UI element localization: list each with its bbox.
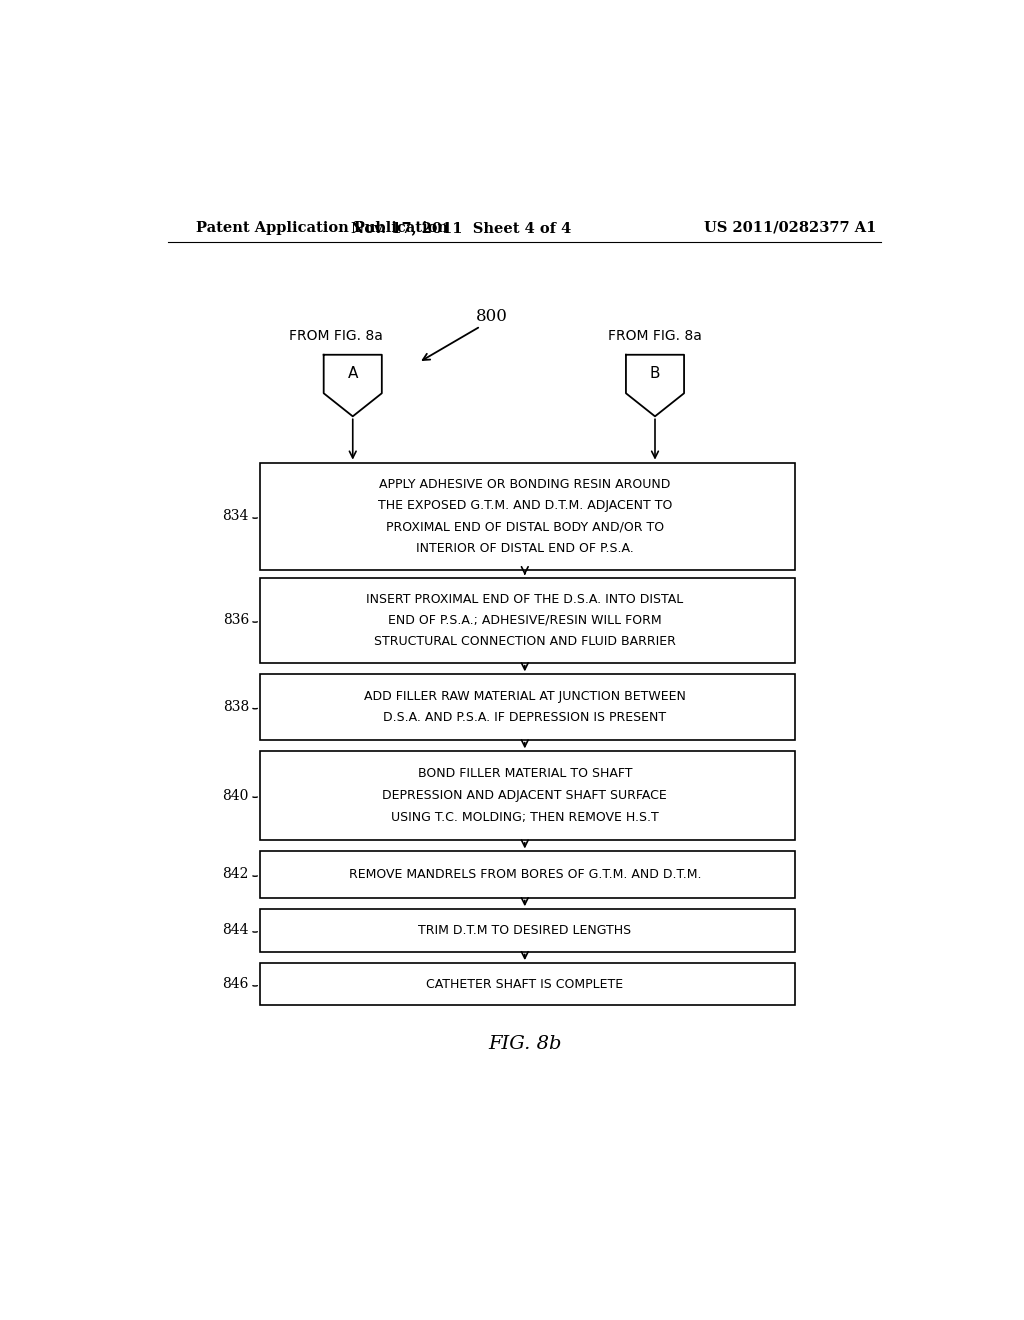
Bar	[260, 964, 795, 1006]
Text: APPLY ADHESIVE OR BONDING RESIN AROUND: APPLY ADHESIVE OR BONDING RESIN AROUND	[379, 478, 671, 491]
Bar	[260, 751, 795, 840]
Text: PROXIMAL END OF DISTAL BODY AND/OR TO: PROXIMAL END OF DISTAL BODY AND/OR TO	[386, 520, 664, 533]
Text: ADD FILLER RAW MATERIAL AT JUNCTION BETWEEN: ADD FILLER RAW MATERIAL AT JUNCTION BETW…	[364, 689, 686, 702]
Bar	[260, 462, 795, 570]
Text: USING T.C. MOLDING; THEN REMOVE H.S.T: USING T.C. MOLDING; THEN REMOVE H.S.T	[391, 812, 658, 824]
Text: Patent Application Publication: Patent Application Publication	[197, 220, 449, 235]
Text: 840: 840	[222, 788, 249, 803]
Bar	[260, 909, 795, 952]
Text: US 2011/0282377 A1: US 2011/0282377 A1	[705, 220, 877, 235]
Text: A: A	[347, 367, 358, 381]
Text: 844: 844	[222, 923, 249, 937]
Text: 800: 800	[476, 308, 508, 325]
Polygon shape	[324, 355, 382, 416]
Text: STRUCTURAL CONNECTION AND FLUID BARRIER: STRUCTURAL CONNECTION AND FLUID BARRIER	[374, 635, 676, 648]
Text: FROM FIG. 8a: FROM FIG. 8a	[608, 329, 701, 342]
Text: FROM FIG. 8a: FROM FIG. 8a	[289, 329, 383, 342]
Bar	[260, 851, 795, 898]
Text: 846: 846	[222, 977, 249, 991]
Text: 836: 836	[222, 614, 249, 627]
Text: B: B	[650, 367, 660, 381]
Text: END OF P.S.A.; ADHESIVE/RESIN WILL FORM: END OF P.S.A.; ADHESIVE/RESIN WILL FORM	[388, 614, 662, 627]
Text: REMOVE MANDRELS FROM BORES OF G.T.M. AND D.T.M.: REMOVE MANDRELS FROM BORES OF G.T.M. AND…	[348, 869, 701, 880]
Text: D.S.A. AND P.S.A. IF DEPRESSION IS PRESENT: D.S.A. AND P.S.A. IF DEPRESSION IS PRESE…	[383, 711, 667, 725]
Bar	[260, 675, 795, 739]
Polygon shape	[626, 355, 684, 416]
Text: 838: 838	[222, 700, 249, 714]
Text: DEPRESSION AND ADJACENT SHAFT SURFACE: DEPRESSION AND ADJACENT SHAFT SURFACE	[382, 789, 668, 803]
Text: TRIM D.T.M TO DESIRED LENGTHS: TRIM D.T.M TO DESIRED LENGTHS	[418, 924, 632, 937]
Text: INSERT PROXIMAL END OF THE D.S.A. INTO DISTAL: INSERT PROXIMAL END OF THE D.S.A. INTO D…	[367, 593, 683, 606]
Text: INTERIOR OF DISTAL END OF P.S.A.: INTERIOR OF DISTAL END OF P.S.A.	[416, 543, 634, 556]
Text: BOND FILLER MATERIAL TO SHAFT: BOND FILLER MATERIAL TO SHAFT	[418, 767, 632, 780]
Bar	[260, 578, 795, 663]
Text: Nov. 17, 2011  Sheet 4 of 4: Nov. 17, 2011 Sheet 4 of 4	[351, 220, 571, 235]
Text: FIG. 8b: FIG. 8b	[488, 1035, 561, 1053]
Text: 834: 834	[222, 510, 249, 524]
Text: CATHETER SHAFT IS COMPLETE: CATHETER SHAFT IS COMPLETE	[426, 978, 624, 991]
Text: 842: 842	[222, 867, 249, 882]
Text: THE EXPOSED G.T.M. AND D.T.M. ADJACENT TO: THE EXPOSED G.T.M. AND D.T.M. ADJACENT T…	[378, 499, 672, 512]
